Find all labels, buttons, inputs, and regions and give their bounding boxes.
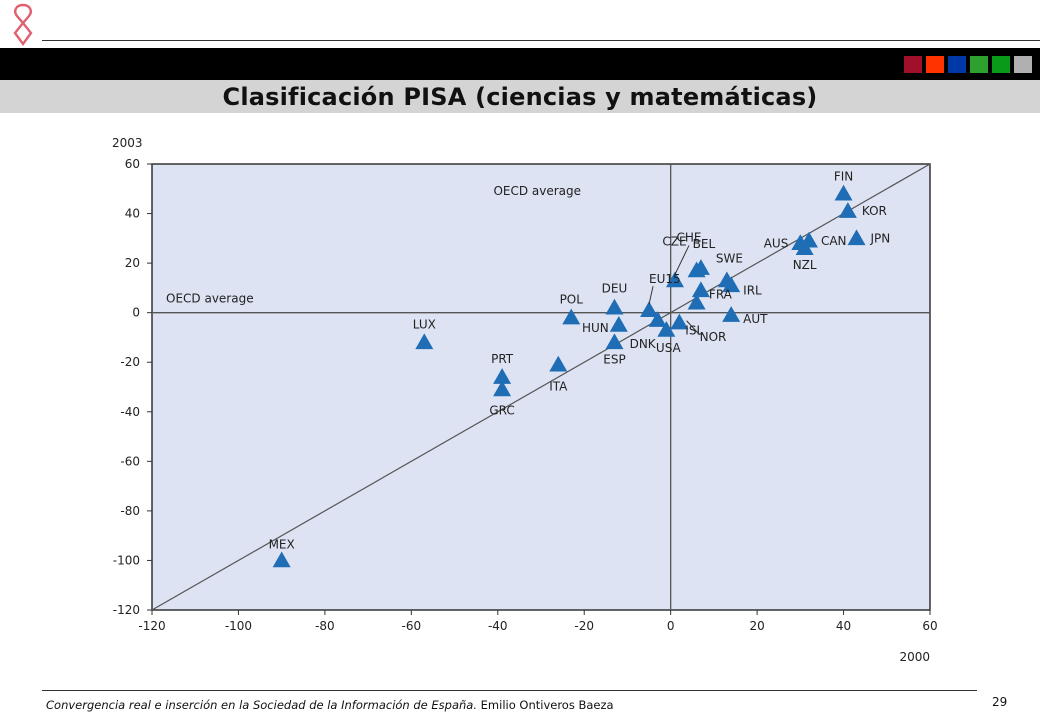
logo-icon <box>13 3 33 47</box>
label-ita: ITA <box>549 380 568 394</box>
y-axis-title: 2003 <box>112 136 143 150</box>
marker-mex <box>272 551 291 568</box>
label-deu: DEU <box>602 282 628 296</box>
x-tick-label: -120 <box>138 619 165 633</box>
marker-esp <box>605 333 624 350</box>
y-tick-label: -40 <box>120 405 140 419</box>
scatter-chart: -120 -100 -80 -60 -40 -20 0 20 40 60 60 40 20 0 -20 -40… <box>112 136 938 664</box>
marker-deu <box>605 298 624 315</box>
marker-che <box>665 271 684 288</box>
label-irl: IRL <box>743 283 762 297</box>
label-fin: FIN <box>834 170 853 184</box>
leader-nor <box>686 320 700 336</box>
swatch-0 <box>904 56 922 73</box>
y-tick-label: 60 <box>125 157 140 171</box>
label-fra: FRA <box>709 287 733 301</box>
label-bel: BEL <box>693 237 716 251</box>
footer-citation: Convergencia real e inserción en la Soci… <box>46 698 614 712</box>
marker-hun <box>609 316 628 332</box>
x-tick-label: 20 <box>749 619 764 633</box>
x-tick-label: -40 <box>488 619 508 633</box>
y-tick-label: -60 <box>120 454 140 468</box>
label-aus: AUS <box>764 236 789 250</box>
x-tick-label: 40 <box>836 619 851 633</box>
marker-cze <box>687 261 706 278</box>
leader-eu15 <box>648 286 654 305</box>
marker-nzl <box>795 239 814 255</box>
label-usa: USA <box>656 341 682 355</box>
x-tick-label: -80 <box>315 619 335 633</box>
marker-eu15 <box>640 301 659 317</box>
footer-author: Emilio Ontiveros Baeza <box>480 698 614 712</box>
x-tick-label: 0 <box>667 619 675 633</box>
page-number: 29 <box>992 695 1008 709</box>
y-tick-label: -120 <box>113 603 140 617</box>
x-tick-label: -20 <box>574 619 594 633</box>
footer-title: Convergencia real e inserción en la Soci… <box>46 698 477 712</box>
marker-kor <box>838 202 857 218</box>
label-swe: SWE <box>716 251 743 265</box>
marker-lux <box>415 333 434 350</box>
top-rule <box>42 40 1040 41</box>
label-esp: ESP <box>603 352 625 366</box>
y-tick-label: 20 <box>125 256 140 270</box>
title-band: Clasificación PISA (ciencias y matemátic… <box>0 80 1040 113</box>
average-label-horizontal: OECD average <box>166 292 254 306</box>
y-tick-label: -100 <box>113 553 140 567</box>
label-grc: GRC <box>489 403 514 417</box>
label-jpn: JPN <box>870 231 891 245</box>
marker-jpn <box>847 229 866 246</box>
label-eu15: EU15 <box>649 272 681 286</box>
color-swatches <box>904 56 1032 73</box>
marker-fra <box>691 281 710 298</box>
swatch-5 <box>1014 56 1032 73</box>
average-label-vertical: OECD average <box>493 184 581 198</box>
page-title: Clasificación PISA (ciencias y matemátic… <box>222 83 818 111</box>
swatch-3 <box>970 56 988 73</box>
x-tick-label: -60 <box>402 619 422 633</box>
label-aut: AUT <box>743 312 768 326</box>
swatch-1 <box>926 56 944 73</box>
label-pol: POL <box>560 293 584 307</box>
marker-dnk <box>648 311 667 327</box>
swatch-4 <box>992 56 1010 73</box>
marker-usa <box>657 321 676 337</box>
label-mex: MEX <box>269 537 295 551</box>
y-tick-label: -80 <box>120 504 140 518</box>
label-kor: KOR <box>862 204 887 218</box>
swatch-2 <box>948 56 966 73</box>
marker-aut <box>722 306 741 322</box>
marker-grc <box>493 380 512 397</box>
marker-ita <box>549 355 568 372</box>
marker-nor <box>687 293 706 310</box>
header-band <box>0 48 1040 80</box>
label-nor: NOR <box>700 330 727 344</box>
label-lux: LUX <box>413 317 436 331</box>
label-cze: CZE <box>662 235 686 249</box>
label-che: CHE <box>676 230 701 244</box>
label-dnk: DNK <box>630 337 657 351</box>
x-tick-label: -100 <box>225 619 252 633</box>
label-prt: PRT <box>491 352 514 366</box>
x-tick-label: 60 <box>922 619 937 633</box>
y-tick-label: 0 <box>132 306 140 320</box>
y-tick-label: -20 <box>120 355 140 369</box>
label-nzl: NZL <box>793 258 817 272</box>
y-tick-label: 40 <box>125 207 140 221</box>
x-axis-title: 2000 <box>899 650 930 664</box>
marker-fin <box>834 184 853 201</box>
marker-pol <box>562 308 581 325</box>
footer-rule <box>42 690 977 691</box>
marker-isl <box>670 313 689 330</box>
label-can: CAN <box>821 234 847 248</box>
leader-che <box>674 245 690 275</box>
marker-irl <box>722 276 741 293</box>
marker-prt <box>493 368 512 384</box>
label-hun: HUN <box>582 321 609 335</box>
